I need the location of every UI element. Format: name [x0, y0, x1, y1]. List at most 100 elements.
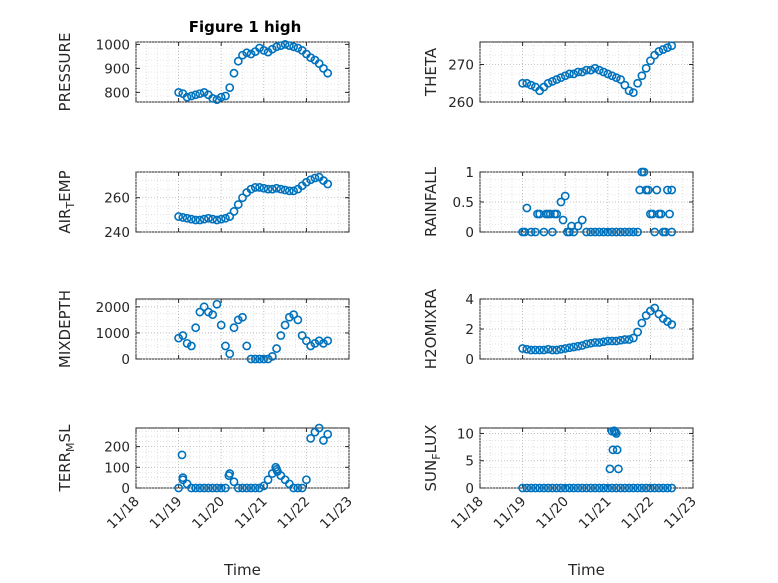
data-point	[250, 183, 260, 192]
data-point	[560, 71, 570, 81]
data-point	[255, 183, 264, 192]
data-point	[599, 483, 608, 493]
data-point	[271, 462, 281, 472]
data-point	[255, 354, 264, 364]
data-point	[530, 483, 540, 493]
y-tick-label: 0	[121, 352, 130, 368]
subplot-2: 260 270 THETA	[422, 41, 694, 111]
data-point	[238, 193, 247, 203]
data-point	[208, 310, 218, 320]
data-point	[182, 213, 192, 223]
data-point	[654, 46, 664, 56]
data-point	[520, 227, 530, 237]
data-point	[323, 336, 333, 346]
data-point	[255, 483, 264, 493]
data-point	[663, 185, 672, 195]
data-point	[590, 63, 600, 73]
subplot-5: 0 1000 2000 MIXDEPTH	[56, 290, 350, 368]
data-point	[611, 483, 621, 493]
data-point	[242, 341, 252, 351]
data-point	[658, 45, 668, 54]
data-point	[599, 67, 608, 77]
data-point	[199, 88, 209, 97]
data-point	[216, 92, 226, 102]
data-point	[590, 338, 600, 347]
data-point	[195, 215, 205, 225]
data-point	[522, 78, 532, 88]
data-point	[567, 221, 576, 231]
x-axis-label: Time	[223, 561, 261, 579]
data-point	[590, 483, 600, 493]
data-point	[565, 483, 574, 493]
data-point	[608, 445, 618, 455]
data-point	[314, 423, 324, 433]
data-point	[182, 92, 192, 102]
data-point	[276, 331, 286, 340]
y-tick-label: 200	[104, 440, 130, 456]
data-point	[263, 184, 273, 194]
data-point	[229, 68, 239, 78]
data-point	[174, 483, 183, 493]
data-point	[663, 483, 672, 493]
data-point	[607, 71, 617, 81]
data-point	[208, 94, 218, 103]
data-point	[208, 214, 218, 224]
y-axis-label: SUNFLUX	[422, 425, 443, 492]
data-point	[289, 310, 299, 320]
data-point	[620, 80, 630, 90]
y-tick-label: 1	[465, 165, 474, 181]
y-axis-label: RAINFALL	[422, 166, 440, 237]
data-point	[259, 354, 269, 364]
data-point	[191, 323, 201, 333]
data-point	[195, 483, 205, 493]
data-point	[560, 344, 570, 353]
y-tick-label: 800	[104, 85, 130, 101]
data-point	[530, 227, 540, 237]
data-point	[276, 41, 286, 50]
data-point	[624, 483, 634, 493]
data-point	[224, 471, 234, 480]
data-point	[174, 88, 183, 97]
data-point	[614, 464, 623, 474]
data-point	[293, 315, 303, 325]
data-point	[577, 341, 587, 350]
data-point	[225, 212, 235, 221]
data-point	[652, 185, 662, 195]
data-point	[212, 299, 222, 309]
data-point	[280, 320, 290, 330]
data-point	[586, 65, 596, 75]
data-point	[663, 43, 672, 53]
data-point	[582, 65, 591, 75]
data-point	[616, 75, 625, 84]
data-point	[301, 336, 311, 346]
data-point	[590, 227, 600, 237]
data-point	[319, 64, 328, 73]
data-point	[656, 209, 666, 219]
data-point	[273, 467, 282, 476]
data-point	[573, 483, 583, 493]
data-point	[667, 227, 677, 237]
data-point	[535, 483, 545, 493]
data-point	[543, 78, 553, 88]
data-point	[582, 227, 591, 237]
data-point	[272, 183, 281, 193]
data-point	[199, 214, 209, 224]
data-point	[646, 56, 655, 66]
data-point	[577, 67, 587, 77]
y-tick-label: 270	[448, 58, 474, 74]
data-point	[616, 227, 625, 237]
data-point	[208, 483, 218, 493]
data-point	[267, 351, 277, 361]
data-point	[607, 336, 617, 346]
data-point	[293, 43, 303, 53]
data-point	[637, 318, 647, 328]
data-point	[541, 209, 551, 219]
data-point	[272, 344, 281, 353]
data-point	[233, 483, 243, 493]
data-point	[639, 167, 649, 177]
data-point	[259, 481, 269, 491]
data-point	[178, 213, 188, 222]
data-point	[586, 227, 596, 237]
data-point	[306, 53, 316, 62]
y-tick-label: 0	[465, 225, 474, 241]
